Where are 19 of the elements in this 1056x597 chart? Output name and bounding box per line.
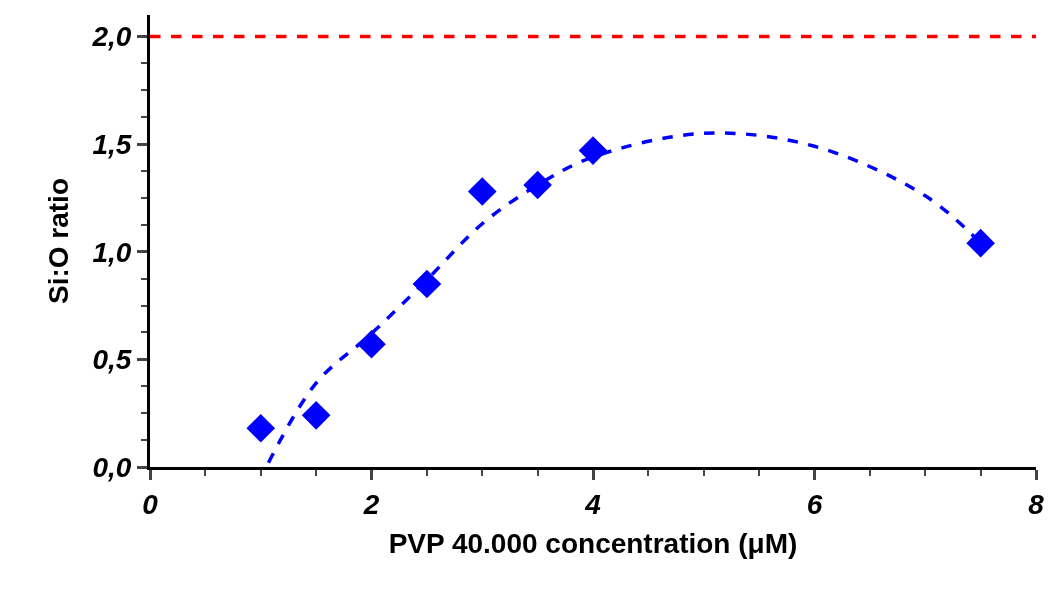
point [966, 228, 995, 258]
y-axis-title: Si:O ratio [43, 177, 75, 305]
point [357, 330, 386, 359]
y-tick-label: 2,0 [91, 21, 132, 53]
point [246, 413, 276, 443]
x-tick-label: 0 [142, 488, 159, 520]
x-tick-label: 8 [1028, 488, 1045, 520]
point [301, 401, 331, 430]
y-tick-label: 1,5 [92, 128, 132, 160]
x-tick-label: 4 [584, 488, 602, 520]
y-tick-label: 0,5 [92, 344, 132, 376]
x-tick-label: 2 [362, 488, 380, 520]
point [467, 177, 497, 206]
y-tick-label: 0,0 [92, 451, 132, 483]
x-axis-title: PVP 40.000 concentration (μM) [388, 527, 798, 559]
point [412, 269, 442, 299]
x-tick-label: 6 [806, 488, 823, 520]
y-tick-label: 1,0 [92, 236, 132, 268]
point [578, 136, 608, 165]
